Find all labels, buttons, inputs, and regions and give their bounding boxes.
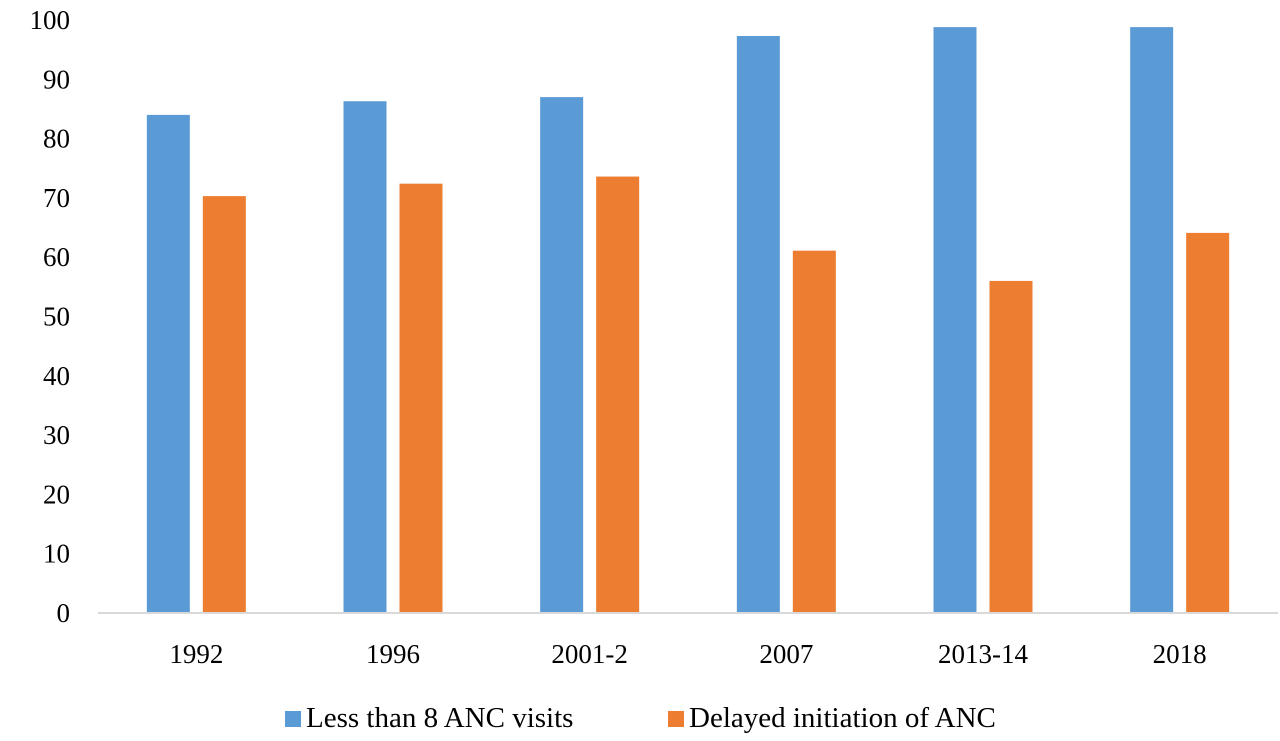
bar-delayed-initiation-of-anc-2013-14 [989,280,1033,613]
y-tick-label: 60 [43,242,70,272]
bar-delayed-initiation-of-anc-1996 [399,183,443,613]
bar-less-than-8-anc-visits-2018 [1130,27,1174,613]
y-tick-label: 70 [43,183,70,213]
x-tick-label: 2013-14 [938,639,1028,669]
legend-item: Delayed initiation of ANC [668,702,996,734]
y-tick-label: 20 [43,479,70,509]
legend: Less than 8 ANC visits Delayed initiation… [285,702,996,734]
y-tick-label: 100 [30,5,71,35]
y-tick-label: 30 [43,420,70,450]
legend-item: Less than 8 ANC visits [285,702,573,734]
x-tick-label: 2007 [759,639,813,669]
x-tick-label: 1992 [169,639,223,669]
bar-less-than-8-anc-visits-1992 [146,114,190,613]
legend-label: Delayed initiation of ANC [689,702,996,734]
y-tick-label: 0 [57,598,71,628]
y-tick-label: 10 [43,539,70,569]
x-tick-label: 2001-2 [551,639,628,669]
bar-delayed-initiation-of-anc-1992 [202,196,246,613]
y-tick-label: 90 [43,64,70,94]
y-axis-tick-labels: 0 10 20 30 40 50 60 70 80 90 100 [30,5,71,628]
x-tick-label: 1996 [366,639,420,669]
legend-swatch [668,711,684,727]
y-tick-label: 40 [43,361,70,391]
bar-delayed-initiation-of-anc-2001-2 [596,176,640,613]
bar-less-than-8-anc-visits-2007 [736,36,780,614]
legend-swatch [285,711,301,727]
x-tick-label: 2018 [1153,639,1207,669]
bar-less-than-8-anc-visits-1996 [343,101,387,613]
bar-delayed-initiation-of-anc-2018 [1186,232,1230,613]
y-tick-label: 80 [43,124,70,154]
bar-less-than-8-anc-visits-2013-14 [933,27,977,613]
bar-delayed-initiation-of-anc-2007 [792,250,836,613]
bars-group [146,27,1230,614]
legend-label: Less than 8 ANC visits [306,702,573,734]
x-axis-tick-labels: 1992 1996 2001-2 2007 2013-14 2018 [169,639,1206,669]
y-tick-label: 50 [43,302,70,332]
bar-less-than-8-anc-visits-2001-2 [540,97,584,614]
